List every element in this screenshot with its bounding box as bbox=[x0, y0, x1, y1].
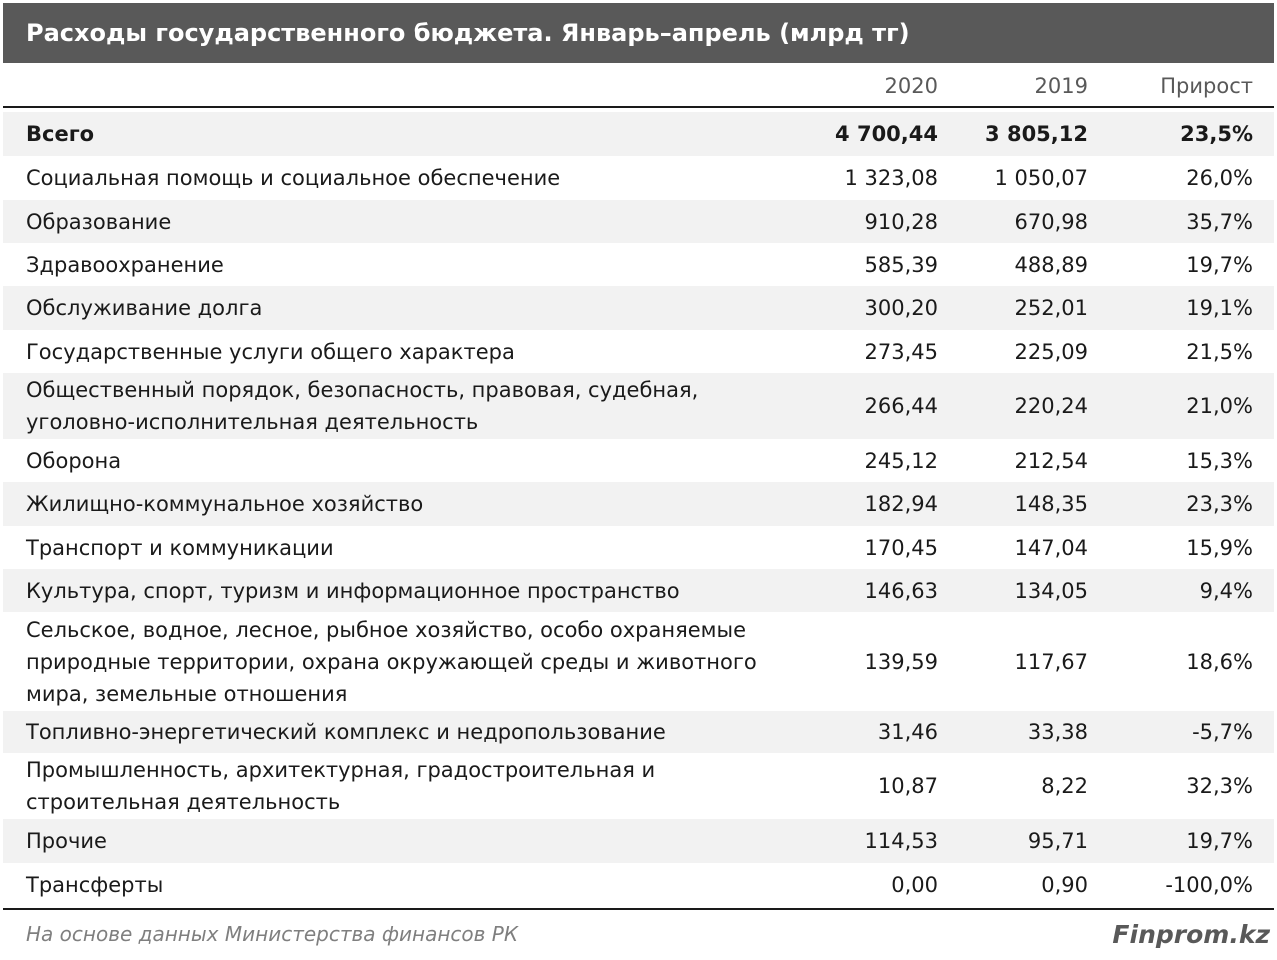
row-growth: 23,5% bbox=[1180, 122, 1253, 146]
header-label bbox=[26, 66, 816, 106]
header-growth: Прирост bbox=[1160, 74, 1253, 98]
row-value-2020: 170,45 bbox=[864, 535, 938, 560]
row-value-2020: 266,44 bbox=[864, 394, 938, 418]
row-value-2020: 146,63 bbox=[864, 578, 938, 603]
row-growth: 26,0% bbox=[1186, 166, 1253, 190]
table-footer: На основе данных Министерства финансов Р… bbox=[3, 908, 1274, 958]
row-value-2019: 8,22 bbox=[1041, 774, 1088, 798]
table-body: Всего 4 700,44 3 805,12 23,5% Социальная пом… bbox=[3, 112, 1274, 906]
row-label: Культура, спорт, туризм и информационное… bbox=[26, 578, 680, 603]
row-label: Сельское, водное, лесное, рыбное хозяйст… bbox=[26, 617, 757, 706]
brand-logo[interactable]: Finprom.kz bbox=[1112, 919, 1270, 949]
row-growth: 35,7% bbox=[1186, 209, 1253, 234]
table-row: Промышленность, архитектурная, градостро… bbox=[3, 753, 1274, 819]
table-row: Жилищно-коммунальное хозяйство 182,94 148,… bbox=[3, 482, 1274, 526]
row-value-2020: 1 323,08 bbox=[844, 166, 938, 190]
table-header: 2020 2019 Прирост bbox=[3, 66, 1274, 108]
row-value-2019: 3 805,12 bbox=[985, 122, 1088, 146]
row-growth: 32,3% bbox=[1186, 774, 1253, 798]
table-row: Общественный порядок, безопасность, прав… bbox=[3, 373, 1274, 439]
table-row: Трансферты 0,00 0,90 -100,0% bbox=[3, 863, 1274, 906]
row-label: Промышленность, архитектурная, градостро… bbox=[26, 758, 656, 814]
table-row-total: Всего 4 700,44 3 805,12 23,5% bbox=[3, 112, 1274, 156]
row-value-2020: 31,46 bbox=[877, 720, 938, 744]
table-row: Социальная помощь и социальное обеспечен… bbox=[3, 156, 1274, 200]
row-growth: 18,6% bbox=[1186, 649, 1253, 674]
row-value-2019: 0,90 bbox=[1041, 872, 1088, 897]
header-2020: 2020 bbox=[884, 74, 938, 98]
row-label: Трансферты bbox=[26, 872, 164, 897]
row-value-2019: 148,35 bbox=[1014, 492, 1088, 516]
row-value-2020: 245,12 bbox=[864, 448, 938, 473]
row-value-2020: 4 700,44 bbox=[835, 122, 938, 146]
row-value-2019: 95,71 bbox=[1027, 829, 1088, 853]
row-growth: 21,5% bbox=[1186, 339, 1253, 364]
table-row: Государственные услуги общего характера 2… bbox=[3, 330, 1274, 373]
row-value-2019: 134,05 bbox=[1014, 578, 1088, 603]
row-label: Жилищно-коммунальное хозяйство bbox=[26, 492, 424, 516]
row-label: Транспорт и коммуникации bbox=[26, 535, 334, 560]
row-growth: -5,7% bbox=[1192, 720, 1253, 744]
row-value-2019: 488,89 bbox=[1014, 252, 1088, 277]
row-value-2019: 147,04 bbox=[1014, 535, 1088, 560]
row-growth: 19,7% bbox=[1186, 252, 1253, 277]
row-value-2020: 0,00 bbox=[891, 872, 938, 897]
row-value-2019: 670,98 bbox=[1014, 209, 1088, 234]
row-label: Обслуживание долга bbox=[26, 296, 263, 320]
row-label: Всего bbox=[26, 122, 95, 146]
row-value-2020: 585,39 bbox=[864, 252, 938, 277]
row-value-2019: 212,54 bbox=[1014, 448, 1088, 473]
row-value-2019: 252,01 bbox=[1014, 296, 1088, 320]
table-row: Здравоохранение 585,39 488,89 19,7% bbox=[3, 243, 1274, 286]
table-row: Оборона 245,12 212,54 15,3% bbox=[3, 439, 1274, 482]
row-label: Образование bbox=[26, 209, 172, 234]
row-value-2020: 300,20 bbox=[864, 296, 938, 320]
row-label: Здравоохранение bbox=[26, 252, 224, 277]
row-growth: 19,7% bbox=[1186, 829, 1253, 853]
row-label: Общественный порядок, безопасность, прав… bbox=[26, 378, 699, 434]
row-value-2020: 273,45 bbox=[864, 339, 938, 364]
row-value-2019: 117,67 bbox=[1014, 649, 1088, 674]
row-growth: -100,0% bbox=[1165, 872, 1253, 897]
row-label: Социальная помощь и социальное обеспечен… bbox=[26, 166, 561, 190]
row-value-2019: 220,24 bbox=[1014, 394, 1088, 418]
row-label: Прочие bbox=[26, 829, 107, 853]
header-2019: 2019 bbox=[1034, 74, 1088, 98]
row-value-2020: 114,53 bbox=[864, 829, 938, 853]
table-row: Культура, спорт, туризм и информационное… bbox=[3, 569, 1274, 612]
row-growth: 15,3% bbox=[1186, 448, 1253, 473]
source-note: На основе данных Министерства финансов Р… bbox=[26, 922, 519, 946]
row-value-2019: 33,38 bbox=[1027, 720, 1088, 744]
row-value-2020: 10,87 bbox=[877, 774, 938, 798]
row-growth: 21,0% bbox=[1186, 394, 1253, 418]
row-value-2020: 910,28 bbox=[864, 209, 938, 234]
table-row: Обслуживание долга 300,20 252,01 19,1% bbox=[3, 286, 1274, 330]
table-row: Топливно-энергетический комплекс и недро… bbox=[3, 711, 1274, 753]
table-row: Прочие 114,53 95,71 19,7% bbox=[3, 819, 1274, 863]
row-label: Топливно-энергетический комплекс и недро… bbox=[26, 720, 666, 744]
row-growth: 23,3% bbox=[1186, 492, 1253, 516]
table-row: Сельское, водное, лесное, рыбное хозяйст… bbox=[3, 612, 1274, 711]
table-row: Образование 910,28 670,98 35,7% bbox=[3, 200, 1274, 243]
row-label: Оборона bbox=[26, 448, 122, 473]
row-value-2020: 139,59 bbox=[864, 649, 938, 674]
row-value-2019: 1 050,07 bbox=[994, 166, 1088, 190]
row-growth: 19,1% bbox=[1186, 296, 1253, 320]
row-value-2019: 225,09 bbox=[1014, 339, 1088, 364]
table-row: Транспорт и коммуникации 170,45 147,04 15,9… bbox=[3, 526, 1274, 569]
row-label: Государственные услуги общего характера bbox=[26, 339, 515, 364]
row-growth: 15,9% bbox=[1186, 535, 1253, 560]
table-title: Расходы государственного бюджета. Январь… bbox=[3, 3, 1274, 63]
row-growth: 9,4% bbox=[1199, 578, 1253, 603]
row-value-2020: 182,94 bbox=[864, 492, 938, 516]
